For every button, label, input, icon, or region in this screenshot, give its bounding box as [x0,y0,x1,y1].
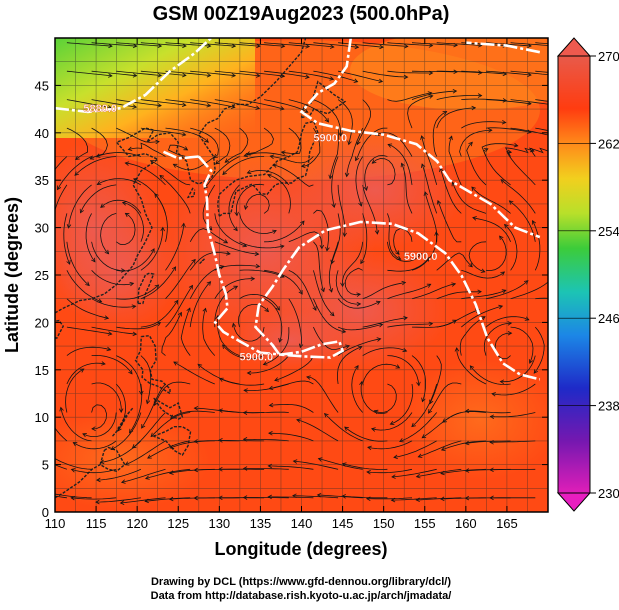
x-axis-label: Longitude (degrees) [214,539,387,559]
contour-label: 5900.0 [404,251,438,263]
y-tick-label: 5 [42,458,49,473]
streamline-arrowhead [41,399,45,403]
y-tick-label: 35 [35,173,49,188]
colorbar-tick-label: 230 [598,486,619,501]
streamline-arrowhead [552,44,556,48]
colorbar-tick-label: 238 [598,399,619,414]
streamline-arrowhead [550,149,554,153]
x-tick-label: 115 [86,516,107,531]
y-tick-label: 20 [35,315,49,330]
contour-label: 5900.0 [313,133,347,145]
streamline-arrowhead [49,455,53,459]
y-axis-label: Latitude (degrees) [2,197,22,353]
x-tick-label: 150 [373,516,395,531]
colorbar-top-arrow [558,38,590,56]
streamline-arrowhead [47,491,51,495]
streamline-arrowhead [551,134,555,138]
x-tick-label: 120 [126,516,148,531]
x-tick-label: 165 [496,516,518,531]
colorbar-scale [558,56,590,493]
colorbar: 270 262 254 246 238 230 [558,38,619,511]
y-tick-label: 40 [35,126,49,141]
contour-label: 5900.0 [239,352,273,364]
streamline-arrowhead [22,490,26,494]
colorbar-bottom-arrow [558,493,590,511]
y-tick-label: 0 [42,505,49,520]
contour-label: 5880.0 [83,103,117,115]
x-tick-label: 160 [455,516,477,531]
colorbar-tick-label: 246 [598,311,619,326]
x-tick-label: 125 [167,516,189,531]
grid-lines [55,38,548,512]
x-tick-label: 155 [414,516,436,531]
x-tick-label: 145 [332,516,354,531]
streamline-arrowhead [25,449,29,453]
colorbar-tick-label: 254 [598,224,619,239]
y-tick-label: 45 [35,78,49,93]
y-tick-label: 25 [35,268,49,283]
map-title: GSM 00Z19Aug2023 (500.0hPa) [153,3,450,25]
streamline [490,469,535,470]
x-tick-label: 140 [291,516,313,531]
x-tick-label: 130 [208,516,230,531]
streamline-arrowhead [39,194,43,198]
y-tick-label: 10 [35,410,49,425]
footer-credit-line1: Drawing by DCL (https://www.gfd-dennou.o… [151,576,451,588]
x-tick-label: 135 [250,516,272,531]
y-tick-label: 15 [35,363,49,378]
plot-area: 5900.0 5900.0 5900.0 5880.0 [22,30,590,512]
footer-credit-line2: Data from http://database.rish.kyoto-u.a… [151,590,452,602]
colorbar-tick-label: 262 [598,136,619,151]
streamline-arrowhead [552,73,556,77]
y-tick-label: 30 [35,221,49,236]
colorbar-tick-label: 270 [598,49,619,64]
streamline-arrowhead [50,229,54,233]
streamline-arrowhead [552,103,556,107]
